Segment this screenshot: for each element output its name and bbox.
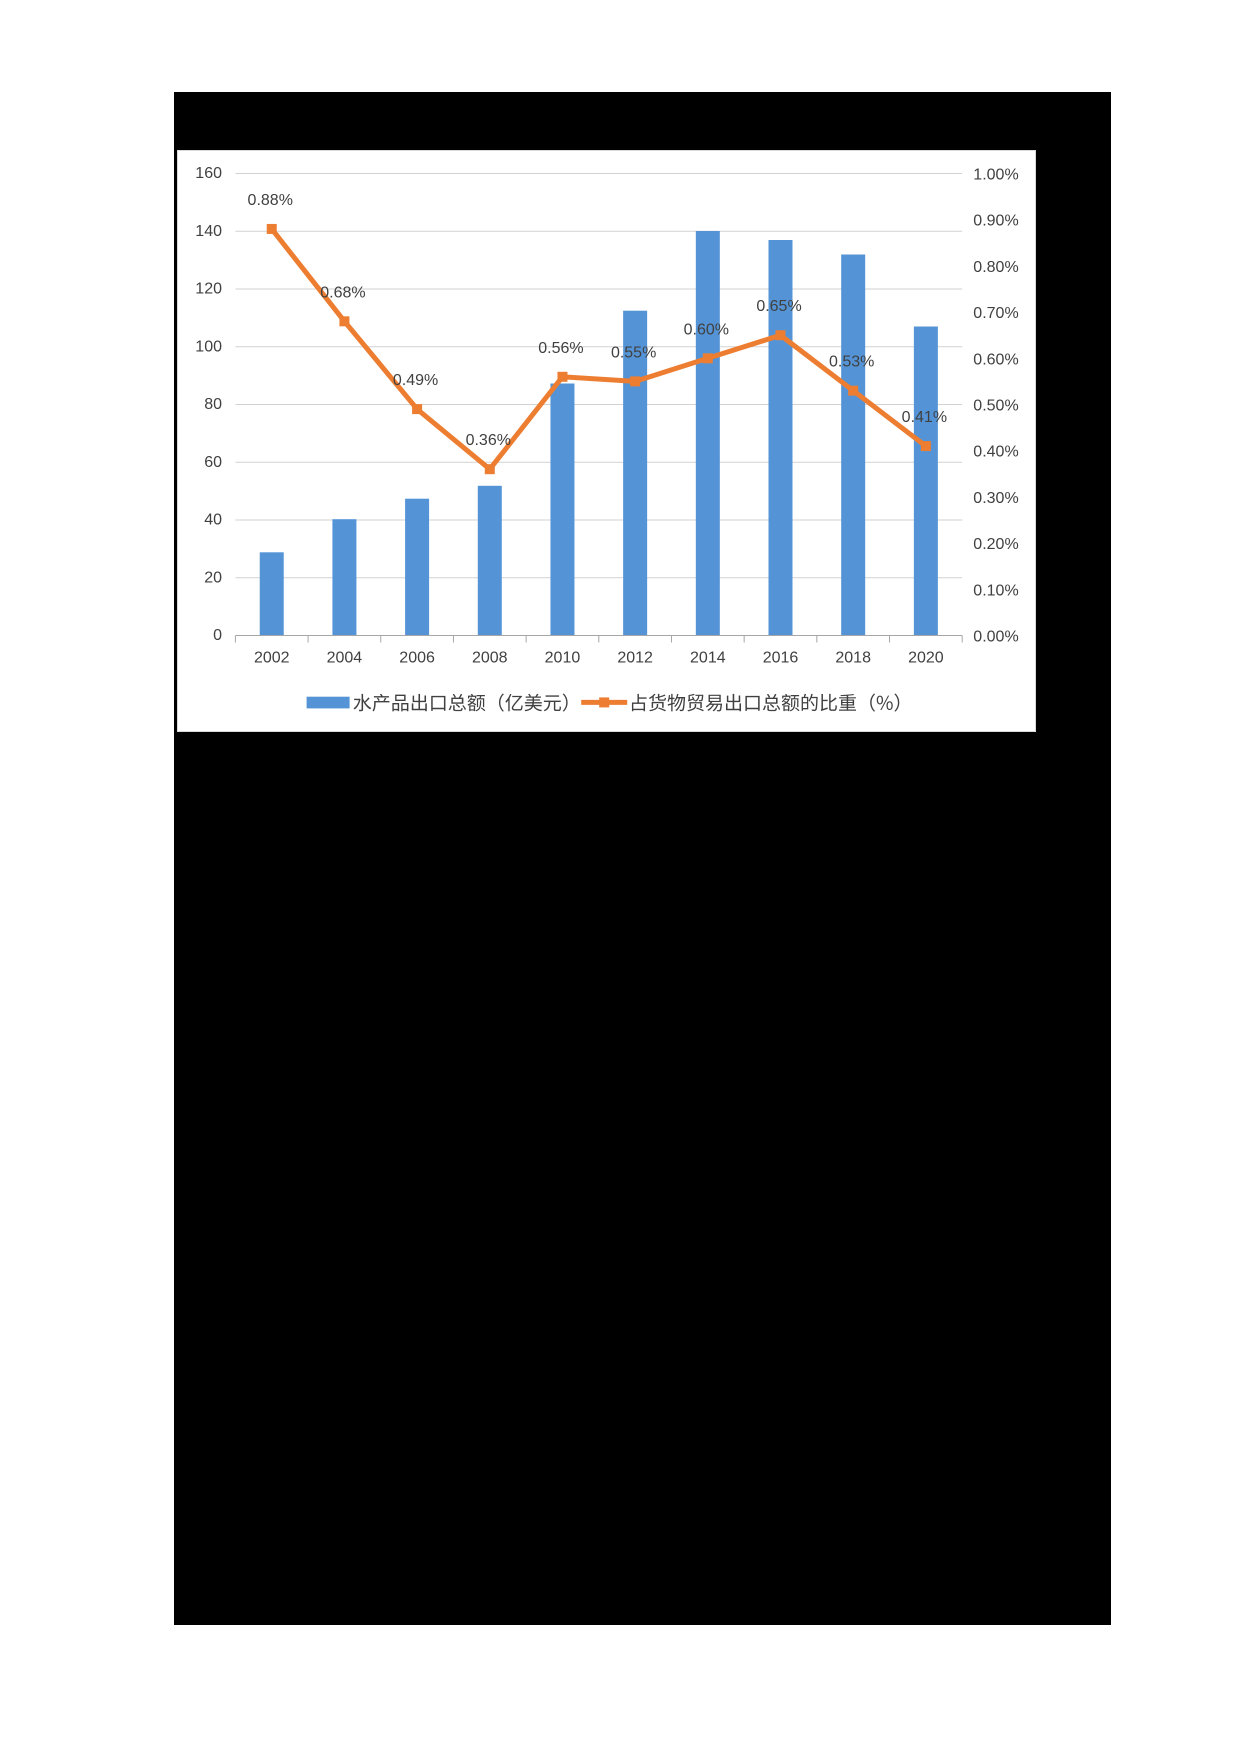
svg-text:2016: 2016 bbox=[763, 650, 799, 667]
svg-text:0.40%: 0.40% bbox=[973, 444, 1018, 461]
svg-text:2006: 2006 bbox=[399, 650, 435, 667]
svg-text:2010: 2010 bbox=[545, 650, 581, 667]
svg-text:0.65%: 0.65% bbox=[756, 298, 801, 315]
svg-text:0.70%: 0.70% bbox=[973, 305, 1018, 322]
svg-text:2012: 2012 bbox=[617, 650, 653, 667]
svg-text:140: 140 bbox=[195, 223, 222, 240]
svg-text:0.20%: 0.20% bbox=[973, 536, 1018, 553]
svg-text:0.10%: 0.10% bbox=[973, 582, 1018, 599]
svg-text:100: 100 bbox=[195, 338, 222, 355]
svg-text:0.90%: 0.90% bbox=[973, 213, 1018, 230]
svg-text:2008: 2008 bbox=[472, 650, 508, 667]
svg-text:0.88%: 0.88% bbox=[248, 192, 293, 209]
svg-text:120: 120 bbox=[195, 281, 222, 298]
svg-text:0.50%: 0.50% bbox=[973, 398, 1018, 415]
svg-text:2004: 2004 bbox=[327, 650, 363, 667]
svg-text:20: 20 bbox=[204, 569, 222, 586]
svg-text:0: 0 bbox=[213, 627, 222, 644]
svg-text:0.80%: 0.80% bbox=[973, 259, 1018, 276]
svg-text:2002: 2002 bbox=[254, 650, 290, 667]
svg-text:0.55%: 0.55% bbox=[611, 344, 656, 361]
svg-text:1.00%: 1.00% bbox=[973, 167, 1018, 184]
svg-text:0.49%: 0.49% bbox=[393, 372, 438, 389]
svg-text:2020: 2020 bbox=[908, 650, 944, 667]
svg-text:0.41%: 0.41% bbox=[902, 409, 947, 426]
svg-text:2014: 2014 bbox=[690, 650, 726, 667]
svg-text:2018: 2018 bbox=[835, 650, 871, 667]
svg-text:0.68%: 0.68% bbox=[320, 284, 365, 301]
svg-text:40: 40 bbox=[204, 512, 222, 529]
svg-text:60: 60 bbox=[204, 454, 222, 471]
svg-text:0.60%: 0.60% bbox=[973, 351, 1018, 368]
svg-text:0.36%: 0.36% bbox=[466, 432, 511, 449]
svg-text:0.00%: 0.00% bbox=[973, 629, 1018, 646]
svg-text:0.30%: 0.30% bbox=[973, 490, 1018, 507]
svg-text:0.60%: 0.60% bbox=[684, 321, 729, 338]
svg-text:0.56%: 0.56% bbox=[538, 340, 583, 357]
svg-text:160: 160 bbox=[195, 165, 222, 182]
svg-text:0.53%: 0.53% bbox=[829, 354, 874, 371]
svg-text:80: 80 bbox=[204, 396, 222, 413]
